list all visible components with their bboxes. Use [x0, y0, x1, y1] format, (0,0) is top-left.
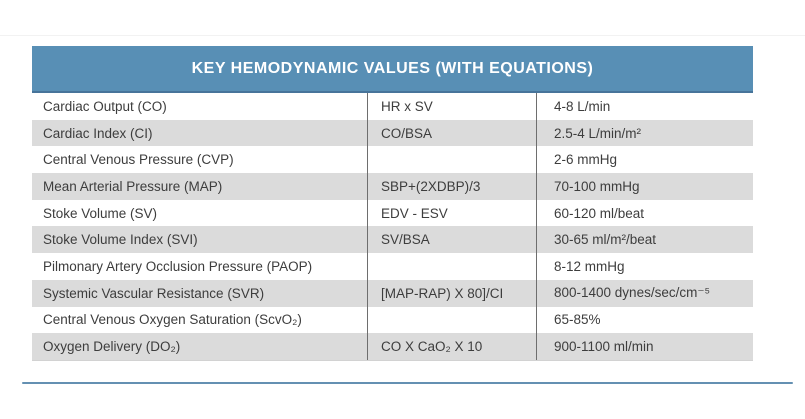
parameter-cell: Central Venous Oxygen Saturation (ScvO₂) [43, 312, 302, 328]
table-row: Cardiac Index (CI) CO/BSA 2.5-4 L/min/m² [32, 119, 753, 147]
equation-cell [367, 146, 536, 174]
equation-cell: SBP+(2XDBP)/3 [367, 173, 536, 200]
table-row: Systemic Vascular Resistance (SVR) [MAP-… [32, 279, 753, 307]
parameter-cell: Pilmonary Artery Occlusion Pressure (PAO… [43, 258, 313, 274]
value-cell: 8-12 mmHg [536, 253, 753, 280]
parameter-cell: Central Venous Pressure (CVP) [43, 152, 234, 168]
value-cell: 60-120 ml/beat [536, 199, 753, 227]
parameter-cell: Mean Arterial Pressure (MAP) [43, 178, 223, 194]
value-cell: 30-65 ml/m²/beat [536, 226, 753, 254]
parameter-cell: Cardiac Output (CO) [43, 98, 167, 114]
table-row: Stoke Volume (SV) EDV - ESV 60-120 ml/be… [32, 199, 753, 227]
table-row: Stoke Volume Index (SVI) SV/BSA 30-65 ml… [32, 226, 753, 254]
table-row: Pilmonary Artery Occlusion Pressure (PAO… [32, 253, 753, 280]
parameter-cell: Stoke Volume Index (SVI) [43, 232, 198, 248]
bottom-divider-rule [22, 382, 793, 384]
equation-cell: EDV - ESV [367, 199, 536, 227]
value-cell: 65-85% [536, 306, 753, 334]
table-row: Central Venous Pressure (CVP) 2-6 mmHg [32, 146, 753, 174]
hemodynamic-values-table: Cardiac Output (CO) HR x SV 4-8 L/min Ca… [32, 93, 753, 361]
value-cell: 2.5-4 L/min/m² [536, 119, 753, 147]
table-row: Cardiac Output (CO) HR x SV 4-8 L/min [32, 93, 753, 120]
equation-cell: CO/BSA [367, 119, 536, 147]
value-cell: 4-8 L/min [536, 93, 753, 120]
equation-cell: SV/BSA [367, 226, 536, 254]
parameter-cell: Systemic Vascular Resistance (SVR) [43, 285, 265, 301]
table-title: KEY HEMODYNAMIC VALUES (WITH EQUATIONS) [191, 59, 594, 77]
equation-cell [367, 306, 536, 334]
equation-cell: HR x SV [367, 93, 536, 120]
table-row: Mean Arterial Pressure (MAP) SBP+(2XDBP)… [32, 173, 753, 200]
value-cell: 70-100 mmHg [536, 173, 753, 200]
equation-cell: CO X CaO₂ X 10 [367, 333, 536, 360]
top-divider-rule [0, 35, 805, 36]
parameter-cell: Cardiac Index (CI) [43, 125, 153, 141]
parameter-cell: Stoke Volume (SV) [43, 205, 158, 221]
value-cell: 900-1100 ml/min [536, 333, 753, 360]
equation-cell: [MAP-RAP) X 80]/CI [367, 279, 536, 307]
value-cell: 2-6 mmHg [536, 146, 753, 174]
equation-cell [367, 253, 536, 280]
parameter-cell: Oxygen Delivery (DO₂) [43, 339, 181, 355]
table-row: Oxygen Delivery (DO₂) CO X CaO₂ X 10 900… [32, 333, 753, 360]
table-title-bar: KEY HEMODYNAMIC VALUES (WITH EQUATIONS) [32, 46, 753, 93]
value-cell: 800-1400 dynes/sec/cm⁻⁵ [536, 279, 753, 307]
table-row: Central Venous Oxygen Saturation (ScvO₂)… [32, 306, 753, 334]
